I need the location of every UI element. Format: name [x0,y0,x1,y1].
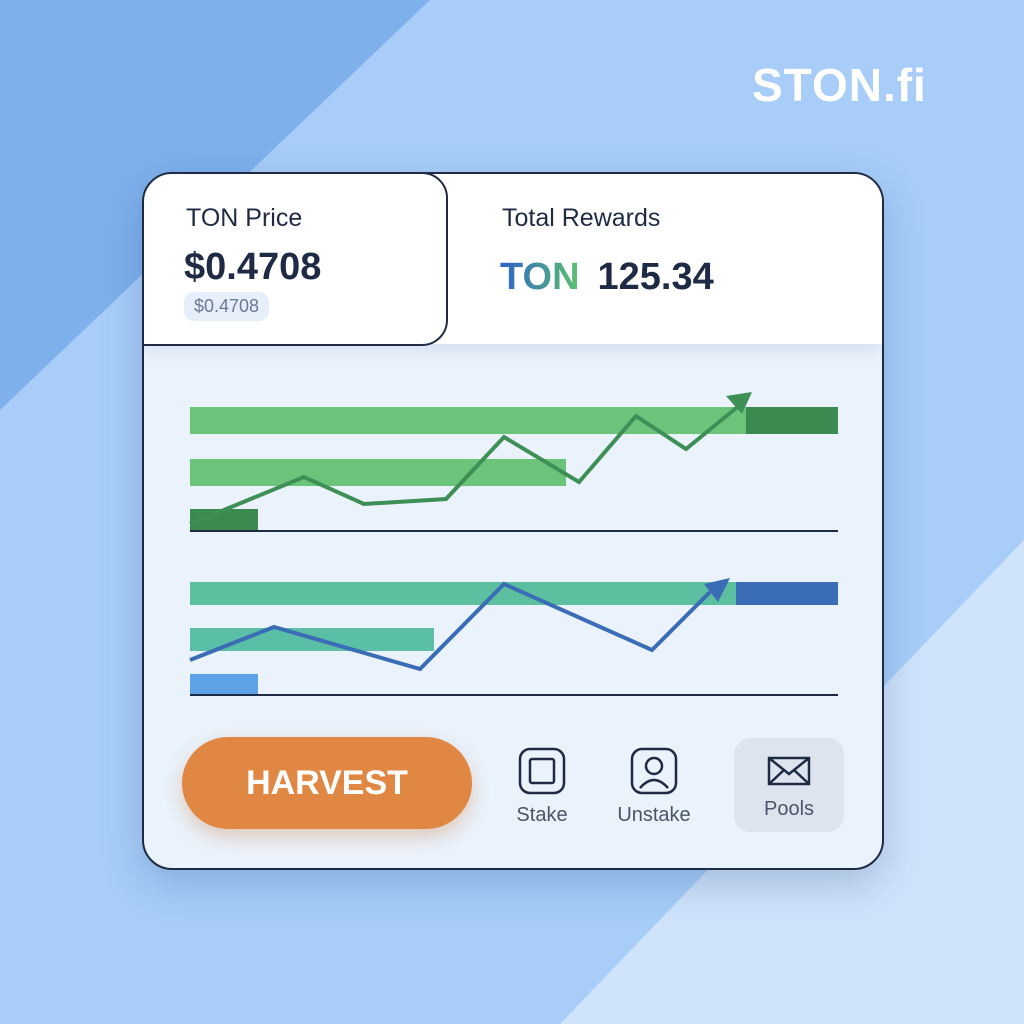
brand-logo: STON.fi [752,59,927,111]
rewards-value: TON 125.34 [500,256,714,299]
unstake-button[interactable]: Unstake [617,804,691,826]
price-value: $0.4708 [184,246,322,288]
harvest-button[interactable]: HARVEST [182,737,472,829]
pools-button[interactable]: Pools [734,738,844,832]
rewards-amount: 125.34 [597,256,714,298]
charts [189,392,838,795]
price-badge: $0.4708 [184,292,270,321]
rewards-token: TON [500,256,580,298]
dashboard-card: TON Price $0.4708 $0.4708 Total Rewards … [142,172,884,870]
pools-icon [767,756,811,786]
rewards-label: Total Rewards [502,204,661,232]
stake-button[interactable]: Stake [516,804,568,826]
price-label: TON Price [186,204,303,232]
pools-label: Pools [763,798,815,820]
price-card: TON Price $0.4708 $0.4708 [144,174,448,346]
